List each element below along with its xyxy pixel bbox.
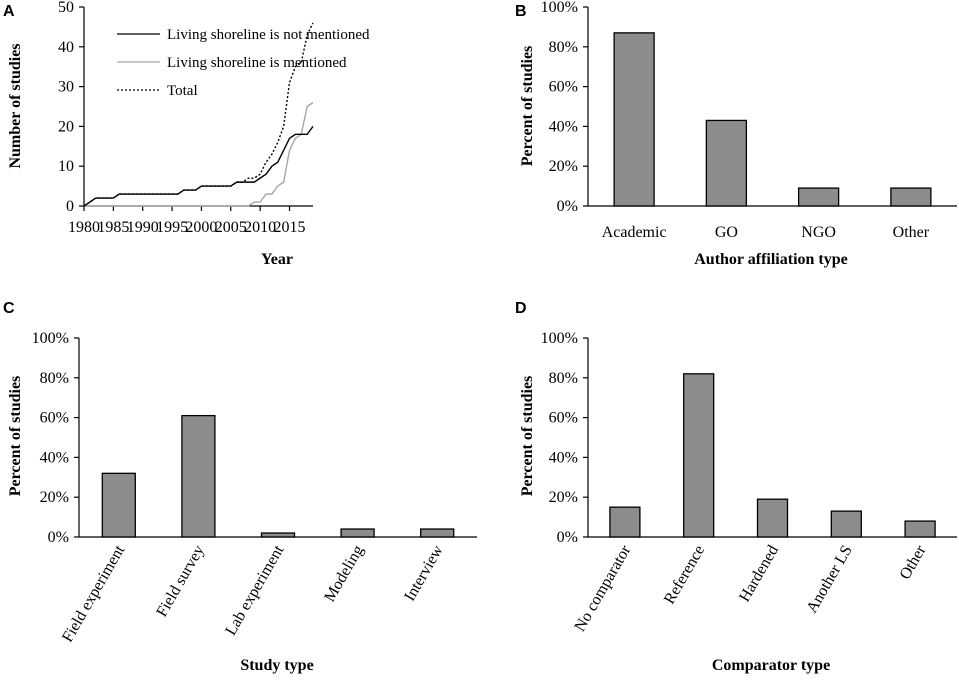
panel-d-x-axis-title: Comparator type (712, 657, 830, 674)
bar-go (705, 119, 748, 207)
panel-c-y-tick-label: 80% (40, 370, 69, 387)
panel-d-x-tick-label: Another LS (803, 543, 855, 617)
panel-b-y-axis-title: Percent of studies (519, 46, 536, 167)
panel-a-y-tick-label: 50 (58, 0, 74, 16)
panel-c-x-tick-label: Modeling (321, 543, 367, 605)
panel-b-chart: 0% 20% 40% 60% 80% 100% Academic GO NGO Other (541, 0, 957, 241)
panel-d-x-tick-label: Reference (661, 543, 708, 608)
panel-b-y-tick-label: 40% (549, 118, 578, 135)
bar-another-ls (830, 510, 862, 538)
panel-b-y-tick-label: 100% (541, 0, 578, 16)
panel-c-x-tick-label: Lab experiment (222, 542, 287, 638)
panel-c-x-tick-label: Field survey (153, 543, 207, 620)
series-line-living-shoreline-is-mentioned (84, 101, 314, 207)
panel-a-y-tick-label: 20 (58, 118, 74, 135)
panel-a-y-tick-label: 40 (58, 39, 74, 56)
panel-d-x-tick-label: Hardened (736, 543, 782, 605)
legend-label-total: Total (167, 83, 198, 99)
panel-b: B Percent of studies Author affiliation … (515, 0, 957, 268)
bar-ngo (797, 187, 840, 207)
panel-a-x-tick-label: 2005 (215, 219, 247, 236)
panel-letter-d: D (515, 300, 527, 317)
panel-d-y-tick-label: 0% (557, 529, 578, 546)
panel-d-x-tick-label: No comparator (571, 542, 634, 635)
panel-a-y-tick-label: 10 (58, 158, 74, 175)
bar-interview (420, 528, 455, 538)
panel-letter-a: A (3, 3, 15, 20)
panel-d-y-tick-label: 80% (549, 370, 578, 387)
panel-a-y-tick-label: 0 (66, 198, 74, 215)
bar-academic (613, 32, 655, 207)
panel-a-x-tick-label: 2015 (274, 219, 306, 236)
legend-label-mentioned: Living shoreline is mentioned (167, 55, 347, 71)
bar-reference (683, 373, 715, 538)
series-line-total (83, 22, 314, 207)
bar-field-experiment (101, 472, 136, 538)
panel-a-legend: Living shoreline is not mentioned Living… (117, 27, 370, 99)
bar-other (904, 520, 936, 538)
panel-a-x-tick-label: 2010 (244, 219, 276, 236)
bar-other (890, 187, 932, 207)
panel-b-y-tick-label: 60% (549, 79, 578, 96)
panel-b-x-tick-label: Other (893, 224, 930, 241)
panel-a-x-tick-label: 1980 (68, 219, 100, 236)
panel-a-x-tick-label: 1990 (127, 219, 159, 236)
panel-d-y-tick-label: 20% (549, 489, 578, 506)
panel-d: D Percent of studies Comparator type 0% 2… (515, 300, 957, 674)
panel-b-x-tick-label: NGO (801, 224, 836, 241)
legend-label-not-mentioned: Living shoreline is not mentioned (167, 27, 370, 43)
panel-c-y-tick-label: 20% (40, 489, 69, 506)
panel-b-x-axis-title: Author affiliation type (694, 251, 847, 268)
panel-c-y-tick-label: 0% (48, 529, 69, 546)
panel-d-y-tick-label: 60% (549, 410, 578, 427)
bar-hardened (756, 498, 789, 538)
panel-a-y-tick-label: 30 (58, 79, 74, 96)
bar-no-comparator (609, 506, 641, 538)
panel-c-y-tick-label: 60% (40, 410, 69, 427)
panel-b-x-tick-label: GO (715, 224, 738, 241)
panel-c-x-tick-label: Field experiment (59, 542, 128, 645)
panel-a-lines (83, 22, 314, 207)
panel-d-y-tick-label: 100% (541, 330, 578, 347)
panel-d-y-tick-label: 40% (549, 449, 578, 466)
panel-letter-b: B (515, 3, 527, 20)
panel-d-x-tick-label: Other (897, 542, 930, 583)
bar-modeling (340, 528, 375, 538)
panel-b-x-tick-label: Academic (602, 224, 667, 241)
panel-c: C Percent of studies Study type 0% 20% 40%… (3, 300, 477, 674)
bar-lab-experiment (260, 532, 296, 538)
panel-c-y-tick-label: 40% (40, 449, 69, 466)
panel-a-x-tick-label: 1995 (156, 219, 188, 236)
panel-d-chart: 0% 20% 40% 60% 80% 100% No comparator Reference… (541, 330, 957, 634)
panel-a: A Number of studies Year 0 10 20 30 40 50 1980… (3, 0, 370, 268)
panel-b-y-tick-label: 20% (549, 158, 578, 175)
panel-c-y-tick-label: 100% (32, 330, 69, 347)
panel-c-x-axis-title: Study type (240, 657, 313, 674)
panel-c-y-axis-title: Percent of studies (7, 376, 24, 497)
series-line-living-shoreline-is-not-mentioned (83, 125, 314, 207)
panel-c-chart: 0% 20% 40% 60% 80% 100% Field experiment Field … (32, 330, 477, 645)
panel-b-y-tick-label: 0% (557, 198, 578, 215)
panel-d-y-axis-title: Percent of studies (519, 376, 536, 497)
panel-letter-c: C (3, 300, 15, 317)
panel-a-x-tick-label: 1985 (97, 219, 129, 236)
panel-a-x-axis-title: Year (261, 251, 293, 268)
panel-a-axes: 0 10 20 30 40 50 19801985199019952000200520102… (58, 0, 313, 236)
panel-c-x-tick-label: Interview (401, 542, 447, 604)
panel-a-y-axis-title: Number of studies (7, 43, 24, 168)
panel-b-y-tick-label: 80% (549, 39, 578, 56)
bar-field-survey (181, 414, 216, 538)
panel-a-x-tick-label: 2000 (185, 219, 217, 236)
